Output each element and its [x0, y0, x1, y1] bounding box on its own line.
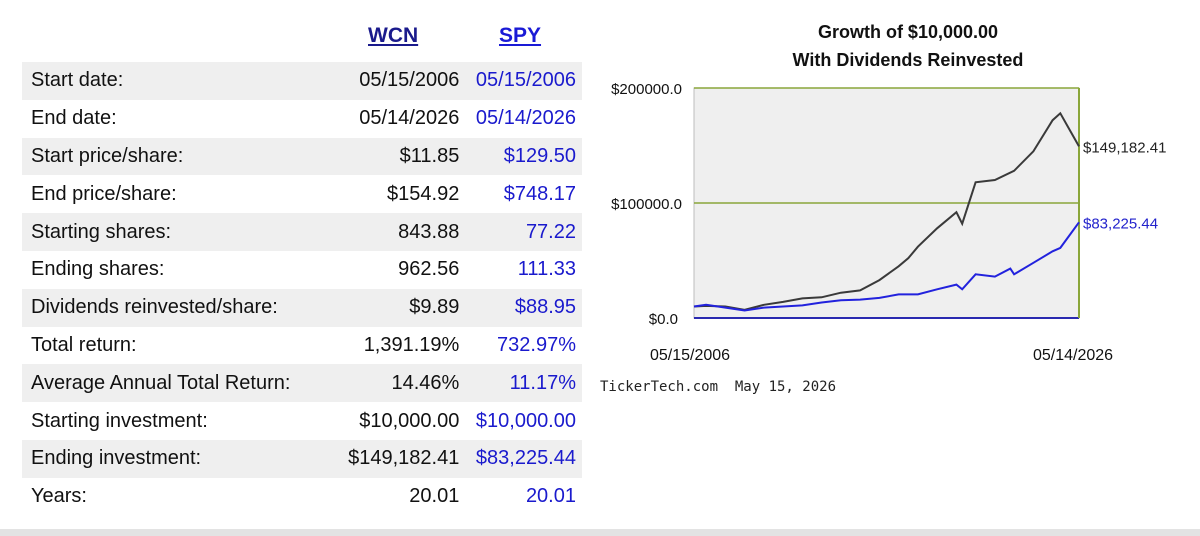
wcn-value: $154.92 — [387, 182, 460, 205]
table-row: Ending shares: 962.56 111.33 — [22, 251, 582, 289]
series-line-spy — [693, 221, 1080, 312]
spy-value: 77.22 — [459, 213, 582, 251]
spy-value: $88.95 — [459, 288, 582, 327]
chart-title-line1: Growth of $10,000.00 — [818, 22, 998, 42]
table-row: End price/share: $154.92 $748.17 — [22, 175, 582, 213]
spy-value: 05/14/2026 — [475, 107, 576, 130]
x-tick-start: 05/15/2006 — [650, 347, 730, 364]
grid-layer — [694, 87, 1080, 319]
spy-value: $748.17 — [503, 182, 576, 205]
table-row: Average Annual Total Return: 14.46% 11.17% — [22, 364, 582, 403]
row-label: Ending investment: — [22, 439, 325, 478]
table-row: Starting investment: $10,000.00 $10,000.00 — [22, 402, 582, 440]
table-row: Start price/share: $11.85 $129.50 — [22, 137, 582, 176]
table-row: Dividends reinvested/share: $9.89 $88.95 — [22, 288, 582, 327]
x-tick-end: 05/14/2026 — [1033, 347, 1113, 364]
row-label: Years: — [31, 485, 87, 508]
y-tick-label: $200000.0 — [611, 81, 682, 98]
row-label: End price/share: — [31, 182, 177, 205]
wcn-value: 843.88 — [324, 213, 460, 251]
table-row: Years: 20.01 20.01 — [22, 478, 582, 516]
series-layer — [693, 111, 1080, 312]
y-tick-labels: $200000.0 $100000.0 $0.0 — [611, 81, 682, 328]
row-label: End date: — [31, 107, 117, 130]
wcn-value: 14.46% — [324, 364, 460, 403]
row-label: Ending shares: — [31, 258, 165, 281]
spy-value: 05/15/2006 — [459, 62, 582, 100]
spy-value: 11.17% — [459, 364, 582, 403]
wcn-column-header-link[interactable]: WCN — [368, 24, 419, 47]
stats-table: Start date: 05/15/2006 05/15/2006 End date:… — [22, 62, 582, 516]
end-label-wcn: $149,182.41 — [1083, 139, 1166, 156]
row-label: Starting shares: — [22, 213, 325, 251]
spy-value: 732.97% — [497, 333, 576, 356]
row-label: Average Annual Total Return: — [22, 364, 325, 403]
chart-footer: TickerTech.com May 15, 2026 — [600, 379, 836, 395]
table-row: Ending investment: $149,182.41 $83,225.44 — [22, 439, 582, 478]
spy-column-header-link[interactable]: SPY — [499, 24, 542, 47]
wcn-value: 05/15/2006 — [324, 62, 460, 100]
row-label: Dividends reinvested/share: — [22, 288, 325, 327]
table-row: Starting shares: 843.88 77.22 — [22, 213, 582, 251]
y-tick-label: $100000.0 — [611, 196, 682, 213]
table-row: Total return: 1,391.19% 732.97% — [22, 327, 582, 365]
spy-value: $10,000.00 — [475, 409, 576, 432]
row-label: Start price/share: — [22, 137, 325, 176]
wcn-value: $9.89 — [324, 288, 460, 327]
growth-chart: Growth of $10,000.00 With Dividends Rein… — [600, 22, 1166, 395]
spy-value: $129.50 — [459, 137, 582, 176]
wcn-value: $149,182.41 — [324, 439, 460, 478]
row-label: Start date: — [22, 62, 325, 100]
chart-title-line2: With Dividends Reinvested — [793, 50, 1024, 70]
wcn-value: $11.85 — [324, 137, 460, 176]
spy-value: 20.01 — [525, 485, 576, 508]
wcn-value: 1,391.19% — [363, 333, 460, 356]
spy-value: 111.33 — [517, 258, 576, 281]
spy-value: $83,225.44 — [459, 439, 582, 478]
series-line-wcn — [693, 111, 1080, 311]
y-tick-label: $0.0 — [649, 311, 678, 328]
wcn-value: 962.56 — [398, 258, 460, 281]
row-label: Starting investment: — [31, 409, 208, 432]
end-label-spy: $83,225.44 — [1083, 215, 1158, 232]
end-labels: $149,182.41 $83,225.44 — [1083, 139, 1166, 232]
table-row: Start date: 05/15/2006 05/15/2006 — [22, 62, 582, 100]
table-row: End date: 05/14/2026 05/14/2026 — [22, 100, 582, 138]
row-label: Total return: — [31, 333, 137, 356]
wcn-value: $10,000.00 — [359, 409, 460, 432]
wcn-value: 05/14/2026 — [359, 107, 460, 130]
bottom-divider — [0, 529, 1200, 536]
wcn-value: 20.01 — [409, 485, 460, 508]
